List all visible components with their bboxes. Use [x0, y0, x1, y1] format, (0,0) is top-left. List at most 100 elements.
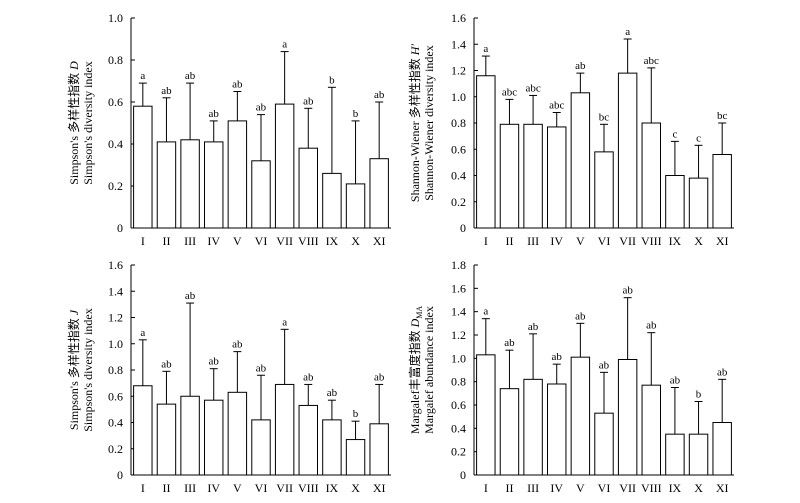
x-tick-label: VI	[598, 234, 611, 248]
x-tick-label: VIII	[298, 234, 319, 248]
significance-letter: b	[696, 389, 702, 401]
y-axis-label-en: Simpson's diversity index	[81, 61, 95, 185]
x-tick-label: III	[527, 234, 539, 248]
y-axis-label: Margalef丰富度指数 DMA	[407, 306, 424, 435]
y-tick-label: 1.0	[451, 351, 466, 365]
y-tick-label: 1.0	[108, 337, 123, 351]
bar	[204, 141, 224, 229]
x-tick-label: III	[527, 481, 539, 495]
y-tick-label: 0.4	[451, 421, 466, 435]
bar	[594, 151, 614, 229]
x-tick-label: IV	[550, 481, 563, 495]
x-tick-label: II	[162, 481, 170, 495]
significance-letter: c	[696, 132, 701, 144]
bar	[180, 395, 200, 476]
significance-letter: a	[282, 316, 287, 328]
bar	[641, 384, 661, 476]
significance-letter: ab	[209, 356, 220, 368]
x-tick-label: II	[505, 481, 513, 495]
y-tick-label: 1.6	[451, 11, 466, 25]
significance-letter: abc	[549, 100, 564, 112]
bar	[251, 419, 271, 476]
significance-letter: ab	[232, 339, 243, 351]
x-tick-label: V	[233, 234, 242, 248]
y-tick-label: 0.6	[451, 398, 466, 412]
y-tick-label: 1.2	[451, 64, 466, 78]
y-tick-label: 0	[117, 468, 123, 482]
x-tick-label: X	[694, 234, 703, 248]
x-tick-label: III	[184, 481, 196, 495]
bar	[156, 141, 177, 229]
bar	[594, 412, 614, 476]
bar	[523, 378, 543, 476]
significance-letter: a	[483, 306, 488, 318]
x-tick-label: X	[351, 481, 360, 495]
significance-letter: abc	[502, 86, 517, 98]
significance-letter: bc	[717, 110, 728, 122]
y-tick-label: 0.2	[108, 442, 123, 456]
x-tick-label: IX	[669, 481, 682, 495]
y-tick-label: 0.6	[451, 142, 466, 156]
y-tick-label: 0.4	[108, 416, 123, 430]
chart-panel-2: 00.20.40.60.81.01.21.41.6aIabcIIabcIIIab…	[407, 11, 734, 248]
bar	[322, 419, 342, 476]
y-tick-label: 1.2	[108, 311, 123, 325]
x-tick-label: XI	[373, 234, 386, 248]
x-tick-label: IX	[326, 481, 339, 495]
y-axis-label: Simpson's 多样性指数 D	[66, 61, 81, 185]
bar	[274, 383, 295, 476]
significance-letter: b	[329, 74, 335, 86]
y-tick-label: 1.0	[108, 11, 123, 25]
x-tick-label: I	[484, 481, 488, 495]
x-tick-label: VII	[276, 234, 293, 248]
bar	[133, 105, 153, 229]
significance-letter: abc	[525, 82, 540, 94]
significance-letter: ab	[622, 285, 633, 297]
bar	[133, 385, 153, 476]
y-tick-label: 0.8	[108, 363, 123, 377]
x-tick-label: XI	[373, 481, 386, 495]
y-tick-label: 0.4	[451, 169, 466, 183]
significance-letter: a	[140, 70, 145, 82]
significance-letter: a	[282, 39, 287, 51]
chart-panel-3: 00.20.40.60.81.01.21.41.6aIabIIabIIIabIV…	[66, 258, 391, 495]
y-tick-label: 0.8	[108, 53, 123, 67]
x-tick-label: X	[694, 481, 703, 495]
bar	[322, 172, 342, 229]
bar	[274, 103, 295, 229]
x-tick-label: IV	[207, 234, 220, 248]
bar	[665, 175, 685, 229]
bar	[712, 154, 732, 229]
y-tick-label: 0.2	[451, 445, 466, 459]
x-tick-label: VIII	[641, 234, 662, 248]
x-tick-label: II	[162, 234, 170, 248]
bar	[369, 158, 389, 229]
bar	[180, 139, 200, 229]
significance-letter: ab	[232, 79, 243, 91]
bar	[369, 423, 389, 476]
x-tick-label: IX	[326, 234, 339, 248]
significance-letter: a	[140, 327, 145, 339]
x-tick-label: VIII	[298, 481, 319, 495]
y-tick-label: 1.8	[451, 258, 466, 272]
bar	[523, 123, 543, 229]
significance-letter: ab	[327, 387, 338, 399]
x-tick-label: XI	[716, 234, 729, 248]
significance-letter: b	[353, 108, 359, 120]
chart-panel-4: 0 0.2 0.4 0.6 0.8 1.0 1.2 1.4 1.6 1.8 a Iab II ab III a…	[407, 258, 734, 495]
significance-letter: a	[625, 26, 630, 38]
significance-letter: bc	[599, 111, 610, 123]
y-tick-label: 0.2	[451, 195, 466, 209]
significance-letter: ab	[185, 290, 196, 302]
bar	[547, 126, 567, 229]
bar	[499, 388, 520, 476]
x-tick-label: XI	[716, 481, 729, 495]
bar	[476, 75, 496, 229]
significance-letter: ab	[575, 310, 586, 322]
x-tick-label: X	[351, 234, 360, 248]
significance-letter: ab	[256, 362, 267, 374]
y-tick-label: 0	[460, 221, 466, 235]
significance-letter: abc	[644, 55, 659, 67]
bar	[688, 177, 709, 229]
significance-letter: ab	[528, 321, 539, 333]
